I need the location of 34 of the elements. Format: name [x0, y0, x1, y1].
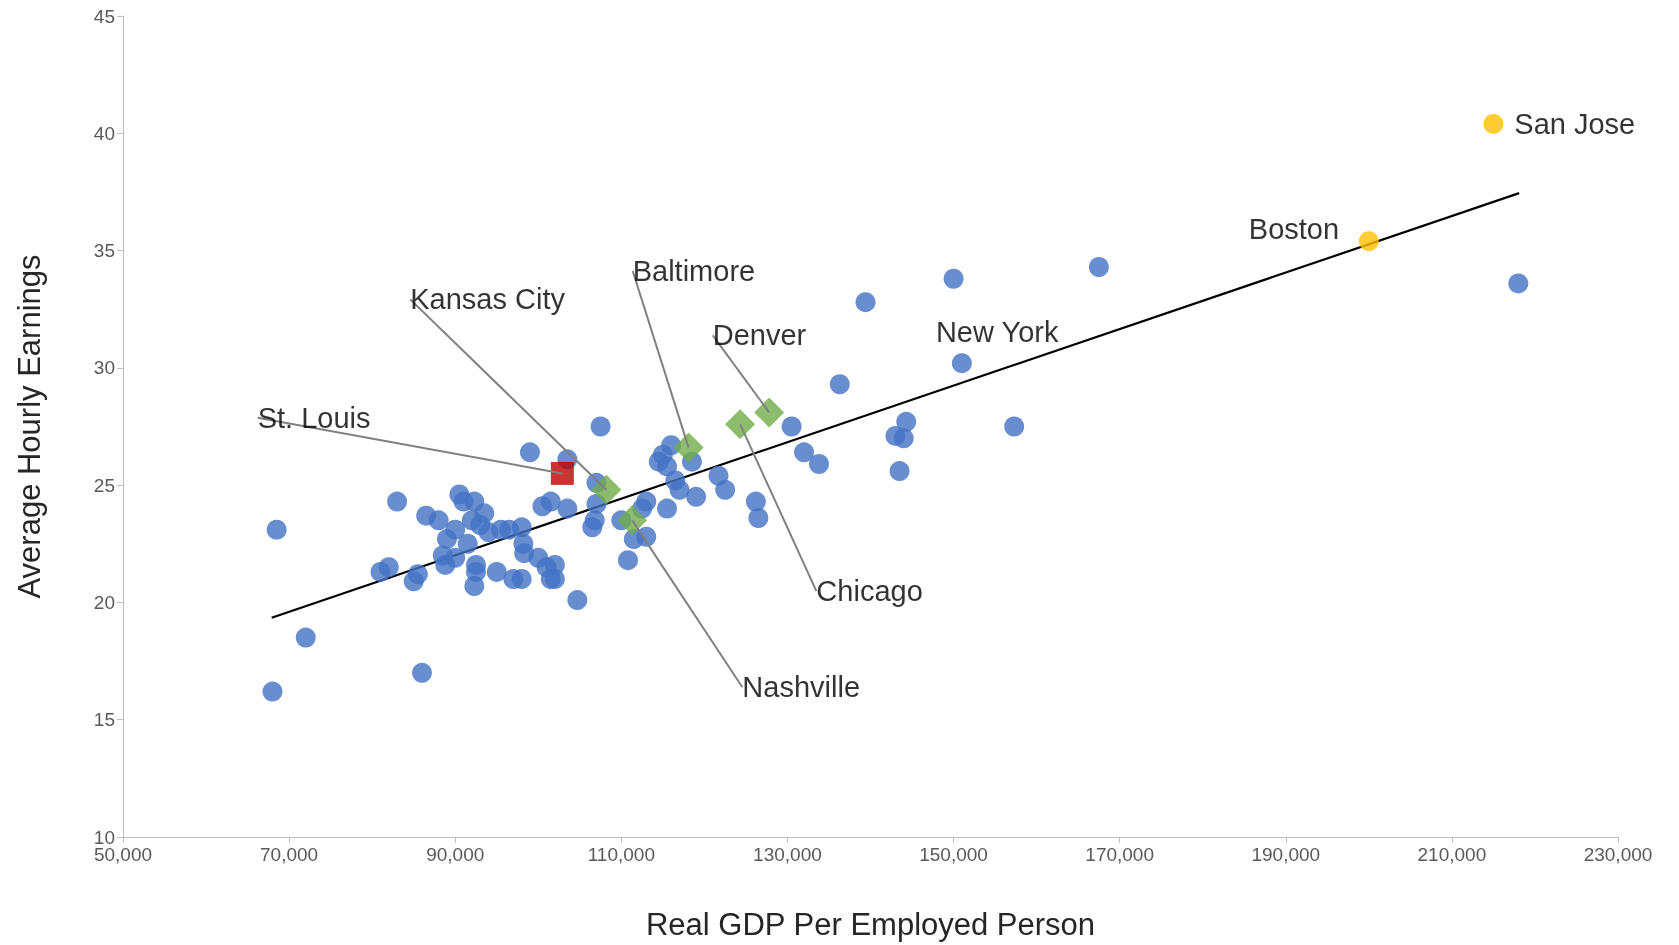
point	[617, 505, 648, 536]
x-axis-title: Real GDP Per Employed Person	[645, 907, 1096, 942]
point	[550, 461, 574, 485]
y-tick-label: 45	[93, 5, 115, 27]
x-tick-label: 90,000	[426, 844, 485, 865]
point	[1358, 231, 1379, 252]
point	[754, 397, 785, 428]
annotation: Nashville	[742, 671, 861, 704]
x-tick-label: 150,000	[919, 844, 988, 865]
x-tick-label: 170,000	[1085, 844, 1155, 865]
x-tick-label: 210,000	[1417, 844, 1487, 865]
annotation: New York	[935, 316, 1059, 349]
y-axis-title: Average Hourly Earnings	[12, 254, 47, 599]
annotation: Baltimore	[632, 255, 756, 288]
point	[725, 409, 756, 440]
annotation: Denver	[712, 319, 807, 352]
x-tick-label: 230,000	[1583, 844, 1653, 865]
annotation: San Jose	[1514, 107, 1636, 140]
y-tick-label: 30	[93, 357, 115, 379]
y-tick-label: 25	[93, 474, 115, 496]
annotation: Boston	[1248, 213, 1340, 246]
point	[1483, 113, 1504, 134]
y-tick-label: 20	[93, 591, 115, 613]
x-tick-label: 130,000	[753, 844, 822, 865]
y-tick-label: 35	[93, 240, 115, 262]
y-tick-label: 15	[93, 709, 115, 731]
annotation: Kansas City	[410, 283, 566, 316]
y-tick-label: 40	[93, 122, 115, 144]
x-tick-label: 70,000	[260, 844, 319, 865]
point	[591, 474, 622, 505]
annotation: Chicago	[816, 575, 923, 608]
point	[673, 432, 704, 463]
x-tick-label: 110,000	[587, 844, 655, 865]
x-tick-label: 190,000	[1251, 844, 1321, 865]
